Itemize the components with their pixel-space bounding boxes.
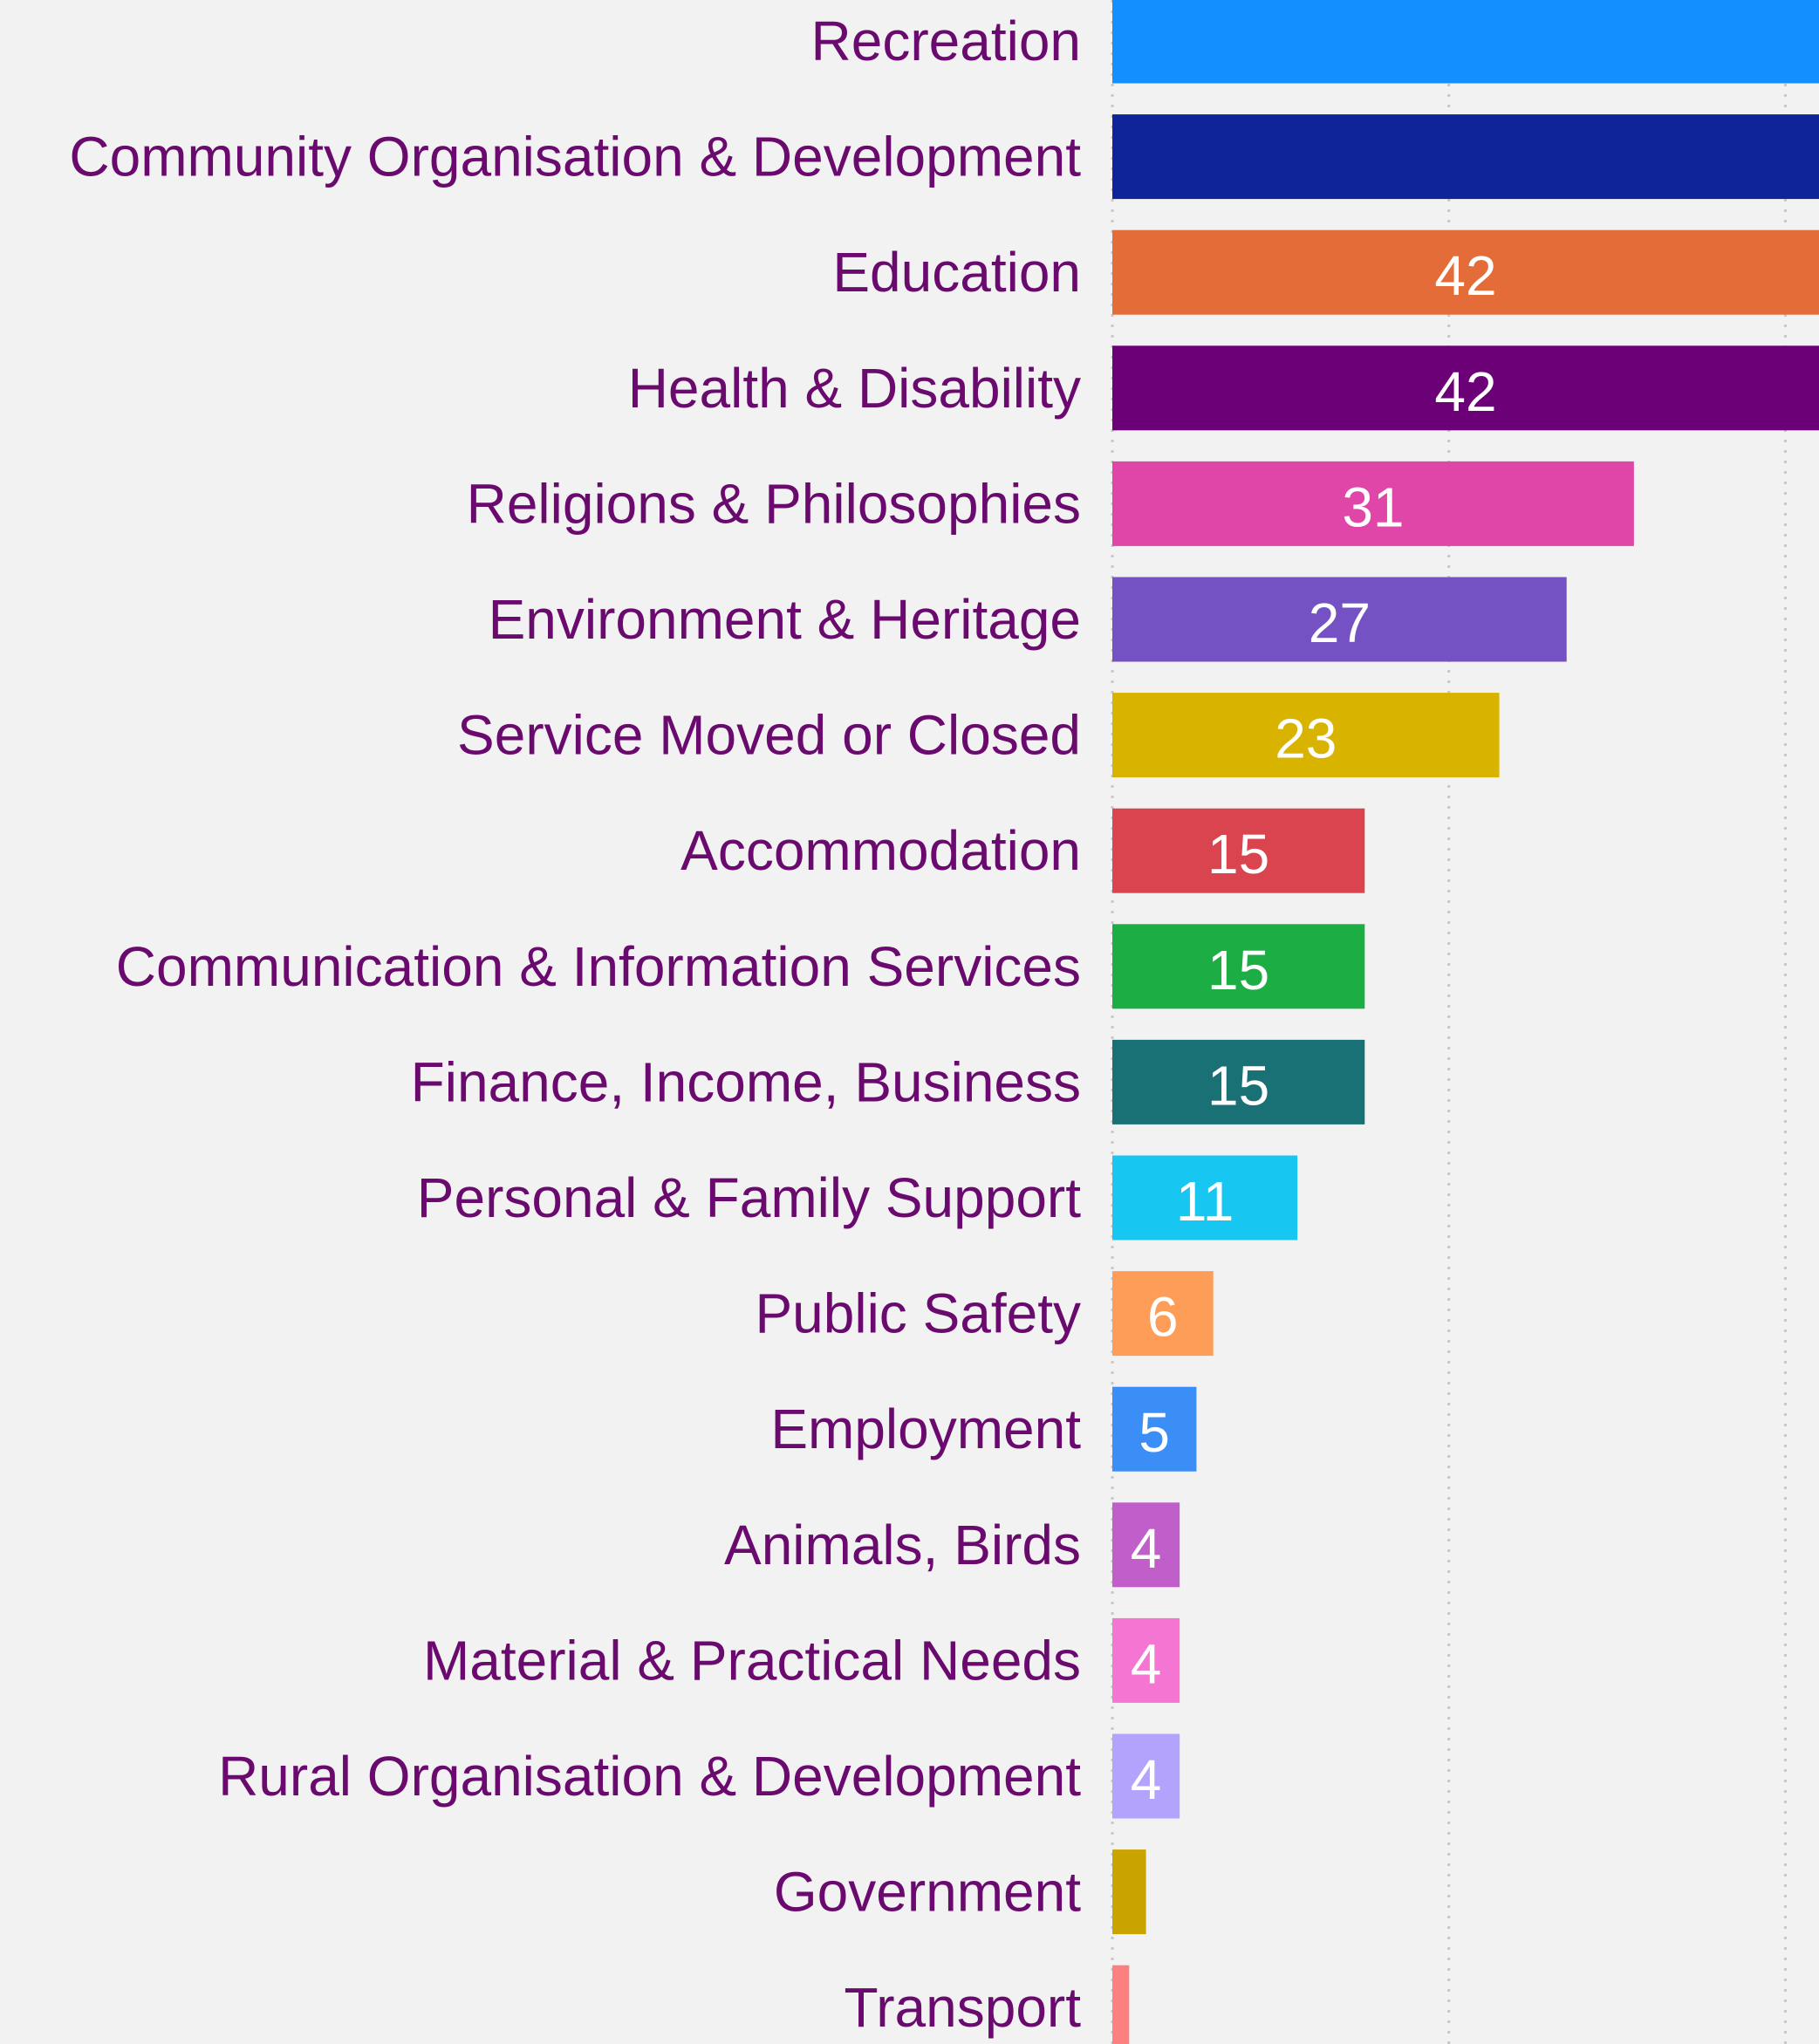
category-label: Personal & Family Support [417,1166,1081,1229]
category-label: Animals, Birds [724,1514,1081,1576]
bar [1112,577,1567,662]
category-label: Employment [770,1398,1081,1460]
value-label: 15 [1207,939,1269,1001]
category-label: Material & Practical Needs [423,1629,1081,1692]
value-label: 15 [1207,823,1269,885]
category-label: Recreation [811,10,1082,72]
value-label: 42 [1434,244,1496,307]
value-label: 4 [1131,1632,1162,1695]
bar [1112,1849,1146,1935]
bar [1112,1502,1180,1588]
category-label: Environment & Heritage [489,588,1081,651]
bar [1112,1039,1365,1125]
bar [1112,924,1365,1009]
category-label: Community Organisation & Development [69,126,1081,188]
category-label: Government [774,1861,1081,1924]
category-label: Finance, Income, Business [411,1050,1081,1113]
category-label: Transport [845,1976,1082,2039]
bar [1112,1155,1298,1241]
value-label: 23 [1275,708,1337,770]
value-label: 27 [1309,591,1371,654]
category-label: Public Safety [755,1282,1081,1345]
value-label: 42 [1434,360,1496,423]
category-label: Communication & Information Services [116,935,1081,998]
category-label: Health & Disability [628,357,1081,420]
bar [1112,1386,1197,1472]
bar [1112,808,1365,893]
value-label: 4 [1131,1517,1162,1580]
value-label: 4 [1131,1748,1162,1811]
value-label: 31 [1342,475,1404,538]
bar [1112,1733,1180,1819]
bar [1112,229,1819,315]
bar [1112,114,1819,200]
value-label: 6 [1147,1286,1179,1349]
value-label: 15 [1207,1054,1269,1117]
bar [1112,345,1819,431]
bar [1112,0,1819,84]
category-label: Education [832,241,1081,304]
category-label: Rural Organisation & Development [218,1745,1081,1808]
bar [1112,1965,1130,2044]
category-label: Religions & Philosophies [467,472,1081,535]
category-label: Service Moved or Closed [457,704,1081,767]
bar [1112,693,1500,778]
value-label: 5 [1139,1401,1170,1464]
category-label: Accommodation [680,819,1081,882]
bar [1112,1271,1214,1357]
bar [1112,461,1634,546]
value-label: 11 [1176,1170,1234,1233]
bar [1112,1617,1180,1703]
